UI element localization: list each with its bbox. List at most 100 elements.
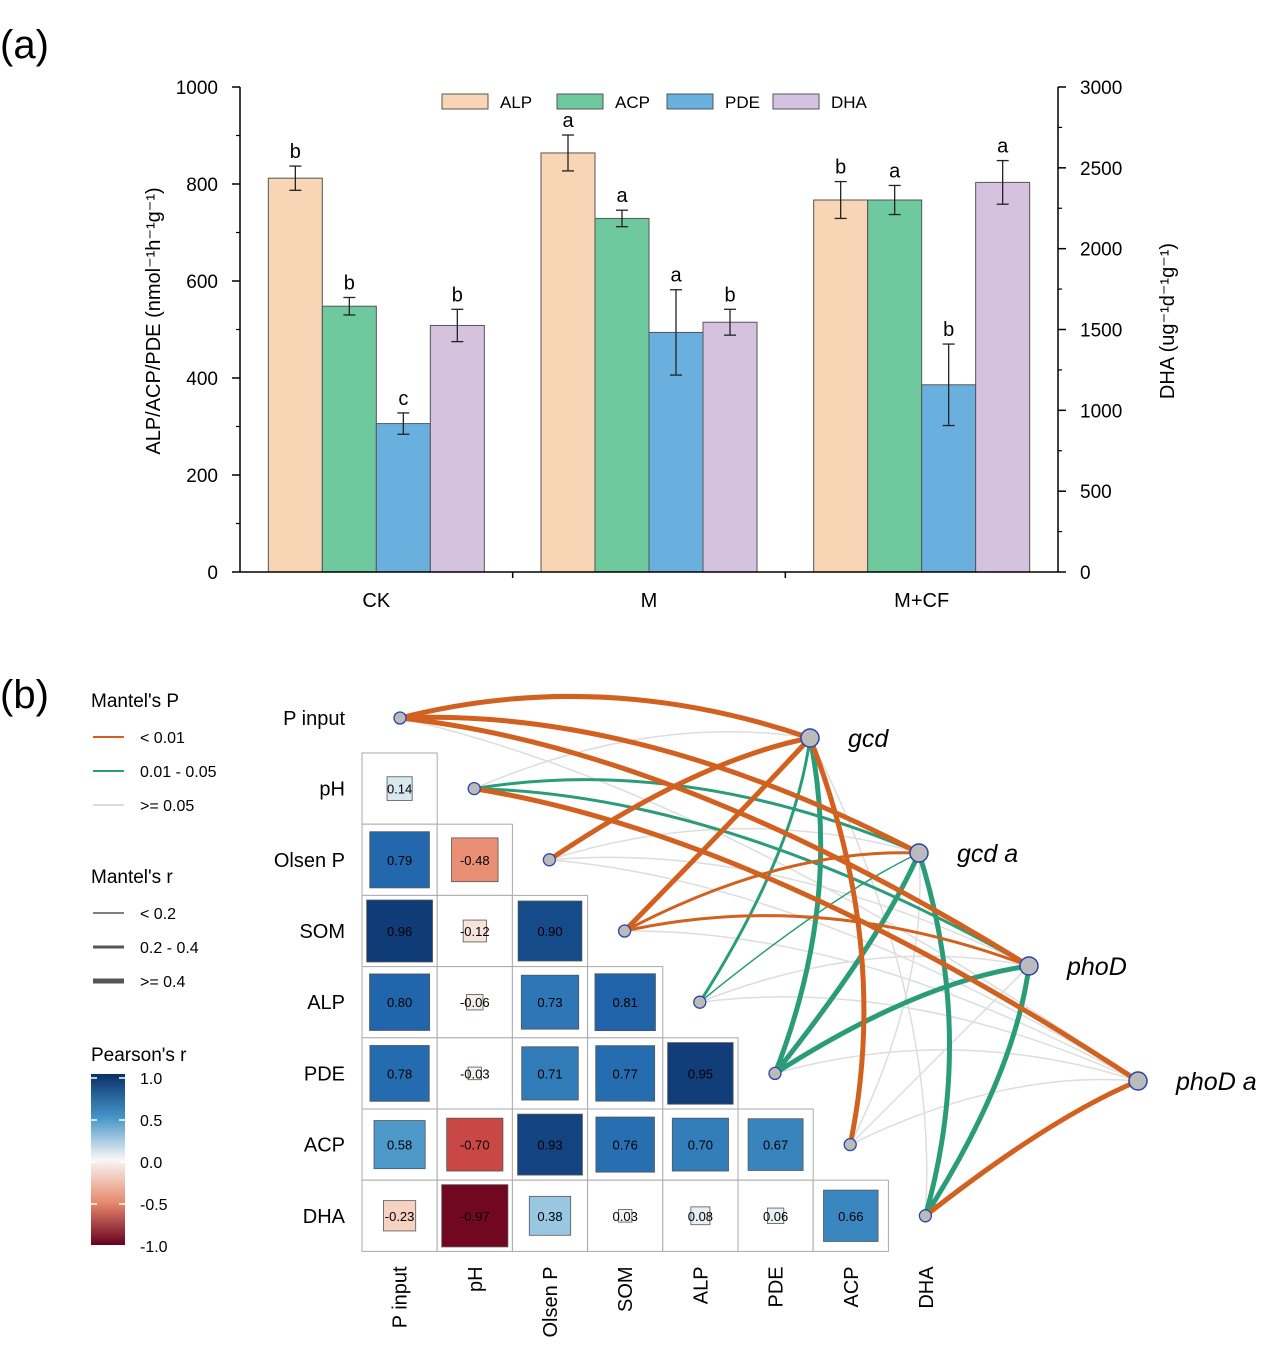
correlation-cells: 0.14 0.79 -0.48 0.96 -0.12 0.90 0.80 -0.06 0.73 0…	[361, 752, 889, 1252]
variable-node	[467, 781, 481, 796]
mantel-link	[624, 914, 1030, 968]
bar-dha	[975, 181, 1031, 573]
pearson-tick-label: 1.0	[140, 1071, 162, 1088]
heatmap-cell	[369, 973, 431, 1031]
heatmap-cell-label: 0.93	[537, 1138, 562, 1153]
heatmap-cell	[517, 1113, 583, 1176]
variable-node	[542, 853, 557, 867]
heatmap-cell	[618, 1209, 633, 1223]
mantel-nodes: gcd gcd a phoD phoD a	[393, 711, 1257, 1223]
heatmap-cell-label: 0.76	[613, 1138, 638, 1153]
significance-label: c	[398, 388, 408, 410]
y-tick-label: 200	[186, 466, 218, 487]
mantel-link	[849, 965, 1030, 1146]
legend-label-alp: ALP	[500, 93, 532, 112]
mantel-links	[399, 693, 1140, 1218]
legend-swatch-dha	[772, 93, 820, 110]
heatmap-cell	[690, 1206, 711, 1226]
heatmap-cell	[373, 1120, 426, 1170]
mantel-link	[473, 778, 920, 855]
y2-tick-label: 2500	[1080, 159, 1122, 180]
mantel-link	[624, 930, 1139, 1082]
legend-label-dha: DHA	[831, 93, 868, 112]
heatmap-cell-label: -0.23	[385, 1209, 415, 1224]
y-variable-label: PDE	[304, 1063, 345, 1085]
heatmap-cell	[667, 1042, 734, 1105]
x-tick-label: CK	[362, 590, 390, 612]
heatmap-cell	[369, 1045, 430, 1102]
mantel-link	[698, 737, 812, 1004]
mantel-link	[549, 827, 920, 861]
mantel-link	[849, 1078, 1139, 1146]
mantel-p-label: >= 0.05	[140, 798, 194, 815]
mantel-link	[772, 737, 824, 1075]
legend-swatch-alp	[441, 93, 489, 110]
significance-label: b	[290, 141, 301, 163]
gene-label: gcd	[848, 725, 889, 753]
bar-legend: ALP ACP PDE DHA	[441, 93, 868, 112]
significance-label: b	[943, 319, 954, 341]
mantel-link	[399, 717, 1139, 1082]
significance-label: b	[724, 284, 735, 306]
mantel-link	[809, 737, 928, 1216]
y-variable-label: DHA	[303, 1206, 346, 1228]
heatmap-cell	[528, 1195, 572, 1236]
x-variable-label: P input	[390, 1266, 412, 1328]
significance-label: a	[997, 136, 1009, 158]
variable-node	[768, 1066, 782, 1081]
heatmap-cell-label: 0.67	[763, 1138, 788, 1153]
significance-label: b	[835, 157, 846, 179]
bar-chart: ALP ACP PDE DHA b b c b a a a b b a b a 0 200 400 600 800 1…	[143, 78, 1179, 612]
mantel-p-label: < 0.01	[140, 730, 185, 747]
mantel-link	[622, 736, 812, 933]
mantel-r-label: 0.2 - 0.4	[140, 940, 199, 957]
x-variable-label: pH	[465, 1266, 487, 1292]
variable-labels: P input pH Olsen P SOM ALP PDE ACP DHA P input pH…	[274, 708, 938, 1338]
heatmap-cell-label: 0.96	[387, 924, 412, 939]
legend-swatch-pde	[666, 93, 714, 110]
mantel-link	[473, 786, 1140, 1084]
mantel-link	[773, 963, 1030, 1076]
pearson-title: Pearson's r	[91, 1045, 187, 1066]
mantel-link	[399, 715, 1031, 969]
bar-alp	[267, 177, 323, 573]
pearson-tick-label: -0.5	[140, 1197, 168, 1214]
significance-label: a	[616, 185, 628, 207]
x-variable-label: Olsen P	[540, 1266, 562, 1337]
significance-label: b	[344, 272, 355, 294]
heatmap-cell-label: 0.66	[838, 1209, 863, 1224]
panel-b-label: (b)	[0, 673, 49, 717]
mantel-link	[699, 852, 920, 1003]
bar-axes: 0 200 400 600 800 1000 0 500 1000 1500 2000 2500 300…	[176, 78, 1123, 612]
y-tick-label: 0	[207, 563, 218, 584]
heatmap-cell-label: 0.38	[537, 1209, 562, 1224]
heatmap-cell-label: 0.71	[537, 1066, 562, 1081]
mantel-p-label: 0.01 - 0.05	[140, 764, 217, 781]
heatmap-cell	[446, 1117, 504, 1172]
x-tick-label: M	[641, 590, 658, 612]
significance-label: b	[452, 284, 463, 306]
gene-label: gcd a	[957, 840, 1018, 868]
mantel-link	[699, 996, 1139, 1082]
gene-label: phoD	[1066, 953, 1127, 981]
bar-acp	[594, 217, 650, 573]
mantel-link	[549, 856, 1030, 967]
heatmap-cell-label: 0.70	[688, 1138, 713, 1153]
mantel-link	[916, 852, 952, 1217]
y-axis-label: ALP/ACP/PDE (nmol⁻¹h⁻¹g⁻¹)	[143, 187, 165, 454]
heatmap-cell	[595, 1045, 656, 1102]
mantel-p-title: Mantel's P	[91, 691, 179, 712]
mantel-link	[774, 1049, 1139, 1082]
heatmap-cell-label: -0.70	[460, 1138, 490, 1153]
mantel-link	[923, 1078, 1139, 1218]
pearson-tick-label: -1.0	[140, 1239, 168, 1256]
heatmap-cell	[451, 837, 499, 883]
heatmap-legend: Mantel's P < 0.01 0.01 - 0.05 >= 0.05 Mantel…	[91, 691, 217, 1256]
y2-tick-label: 500	[1080, 482, 1112, 503]
gene-node	[1128, 1071, 1148, 1091]
heatmap-cell-label: -0.06	[460, 995, 490, 1010]
heatmap-cell-label: 0.80	[387, 995, 412, 1010]
heatmap-cell	[467, 1066, 482, 1081]
mantel-r-title: Mantel's r	[91, 867, 173, 888]
